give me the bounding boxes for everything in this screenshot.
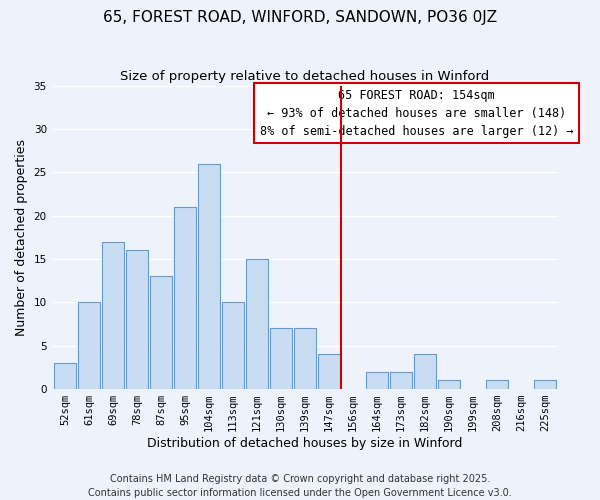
- Title: Size of property relative to detached houses in Winford: Size of property relative to detached ho…: [121, 70, 490, 83]
- Bar: [54, 363, 76, 389]
- Bar: [294, 328, 316, 389]
- Bar: [415, 354, 436, 389]
- Text: Contains HM Land Registry data © Crown copyright and database right 2025.
Contai: Contains HM Land Registry data © Crown c…: [88, 474, 512, 498]
- Bar: [150, 276, 172, 389]
- Text: 65 FOREST ROAD: 154sqm
← 93% of detached houses are smaller (148)
8% of semi-det: 65 FOREST ROAD: 154sqm ← 93% of detached…: [260, 88, 574, 138]
- Text: 65, FOREST ROAD, WINFORD, SANDOWN, PO36 0JZ: 65, FOREST ROAD, WINFORD, SANDOWN, PO36 …: [103, 10, 497, 25]
- Bar: [367, 372, 388, 389]
- Bar: [487, 380, 508, 389]
- Bar: [198, 164, 220, 389]
- Bar: [126, 250, 148, 389]
- X-axis label: Distribution of detached houses by size in Winford: Distribution of detached houses by size …: [148, 437, 463, 450]
- Bar: [270, 328, 292, 389]
- Bar: [391, 372, 412, 389]
- Bar: [222, 302, 244, 389]
- Bar: [535, 380, 556, 389]
- Bar: [174, 207, 196, 389]
- Bar: [246, 259, 268, 389]
- Y-axis label: Number of detached properties: Number of detached properties: [15, 139, 28, 336]
- Bar: [318, 354, 340, 389]
- Bar: [439, 380, 460, 389]
- Bar: [78, 302, 100, 389]
- Bar: [102, 242, 124, 389]
